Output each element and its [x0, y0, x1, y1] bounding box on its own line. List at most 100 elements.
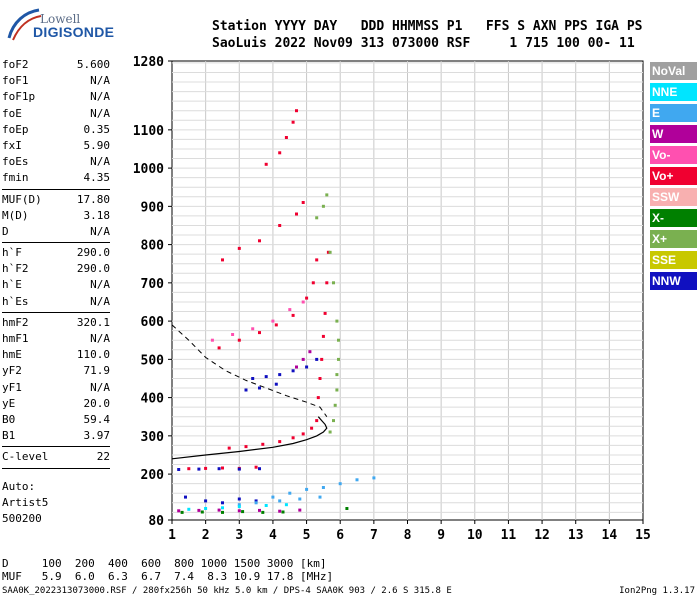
echo-point-e — [237, 503, 241, 507]
x-tick-label: 3 — [235, 528, 243, 543]
param-name: yF1 — [2, 380, 22, 394]
echo-point-nne — [221, 506, 224, 510]
param-row: D N/A — [2, 224, 110, 240]
param-row: foE N/A — [2, 106, 110, 122]
echo-point-vo — [315, 419, 319, 423]
echo-point-nnw — [251, 377, 255, 380]
echo-point-vo — [274, 323, 278, 327]
echo-point-vo — [301, 201, 305, 204]
echo-point-nnw — [264, 375, 268, 379]
param-name: foF2 — [2, 58, 29, 71]
echo-point-x — [261, 510, 265, 514]
echo-point-x — [200, 510, 204, 514]
y-tick-label: 80 — [148, 514, 164, 529]
param-value: N/A — [90, 90, 110, 104]
param-name: B0 — [2, 412, 16, 426]
echo-point-e — [254, 501, 258, 505]
echo-point-nnw — [278, 373, 282, 377]
x-tick-label: 4 — [269, 528, 277, 543]
echo-point-vo — [320, 357, 324, 361]
echo-point-vo — [278, 151, 282, 155]
legend-item: NNE — [650, 83, 697, 101]
param-row: C-level 22 — [2, 449, 110, 465]
echo-point-vo — [251, 327, 255, 331]
param-value: 20.0 — [83, 396, 111, 410]
x-tick-label: 14 — [602, 528, 618, 543]
echo-point-vo — [325, 281, 329, 285]
echo-point-nnw — [305, 365, 309, 369]
echo-point-vo — [254, 465, 258, 469]
echo-point-nnw — [237, 467, 241, 471]
legend-item: SSW — [650, 188, 697, 206]
echo-point-w — [258, 508, 261, 512]
param-value: 290.0 — [76, 262, 110, 276]
echo-point-vo — [301, 432, 305, 436]
y-tick-label: 400 — [141, 392, 165, 407]
y-tick-label: 1000 — [133, 162, 164, 177]
echo-point-x — [325, 193, 329, 197]
echo-point-x — [333, 403, 337, 407]
echo-point-vo — [295, 212, 298, 216]
param-value: 3.18 — [83, 208, 111, 222]
legend-item: E — [650, 104, 697, 122]
file-info-footer: SAA0K_2022313073000.RSF / 280fx256h 50 k… — [2, 586, 452, 596]
echo-point-nnw — [197, 467, 201, 471]
x-tick-label: 10 — [467, 528, 483, 543]
echo-point-vo — [310, 426, 314, 430]
param-name: h`E — [2, 278, 22, 292]
echo-point-x — [332, 419, 335, 423]
param-row: MUF(D) 17.80 — [2, 192, 110, 208]
x-tick-label: 12 — [534, 528, 550, 543]
echo-point-vo — [295, 109, 298, 113]
echo-point-vo — [316, 396, 320, 400]
echo-point-nnw — [244, 388, 248, 392]
ionogram-profile-dashed — [171, 324, 328, 417]
echo-point-vo — [187, 467, 191, 471]
param-row: foF1p N/A — [2, 89, 110, 105]
echo-point-vo — [237, 338, 241, 342]
echo-point-e — [318, 495, 322, 499]
echo-point-e — [321, 486, 325, 489]
echo-point-nnw — [254, 499, 258, 503]
echo-point-w — [217, 508, 221, 512]
param-divider — [2, 467, 110, 469]
x-tick-label: 15 — [635, 528, 651, 543]
param-name: hmE — [2, 348, 22, 362]
y-tick-label: 900 — [141, 200, 165, 215]
echo-point-x — [315, 216, 319, 220]
param-divider — [2, 188, 110, 190]
param-value: 4.35 — [83, 171, 111, 185]
echo-point-e — [338, 482, 342, 486]
echo-point-nnw — [237, 497, 241, 501]
param-name: M(D) — [2, 208, 29, 222]
echo-point-vo — [291, 313, 295, 317]
echo-point-vo — [210, 338, 214, 342]
echo-point-x — [337, 357, 340, 361]
y-tick-label: 1100 — [133, 124, 164, 139]
echo-point-x — [328, 250, 332, 254]
echo-point-vo — [244, 445, 248, 449]
param-value: N/A — [90, 155, 110, 169]
param-value: N/A — [90, 278, 110, 292]
logo-swoosh-icon — [7, 8, 42, 41]
param-row: fmin 4.35 — [2, 170, 110, 186]
param-group-profile: hmF2 320.1 hmF1 N/A hmE 110.0 yF2 71.9 yF1 N/A yE 2… — [2, 315, 110, 445]
param-name: foEs — [2, 155, 29, 169]
param-divider — [2, 311, 110, 313]
echo-point-nnw — [291, 369, 295, 373]
echo-point-vo — [271, 319, 275, 323]
param-row: hmF2 320.1 — [2, 315, 110, 331]
param-group-virtual-heights: h`F 290.0 h`F2 290.0 h`E N/A h`Es N/A — [2, 245, 110, 310]
echo-point-nne — [284, 503, 288, 507]
echo-point-nne — [237, 505, 241, 509]
echo-point-nnw — [258, 467, 261, 471]
legend-item: NNW — [650, 272, 697, 290]
param-row: B1 3.97 — [2, 428, 110, 444]
legend-item: X- — [650, 209, 697, 227]
echo-point-e — [355, 478, 359, 482]
param-row: B0 59.4 — [2, 412, 110, 428]
param-value: 5.600 — [76, 58, 110, 71]
legend-item: W — [650, 125, 697, 143]
param-value: 17.80 — [76, 192, 110, 206]
param-group-muf: MUF(D) 17.80 M(D) 3.18 D N/A — [2, 192, 110, 241]
